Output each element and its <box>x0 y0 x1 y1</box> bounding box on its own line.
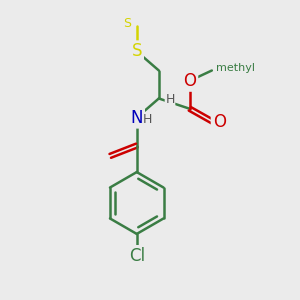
Text: S: S <box>124 17 131 30</box>
Text: H: H <box>165 93 175 106</box>
Text: methyl: methyl <box>216 63 255 73</box>
Text: Cl: Cl <box>129 247 145 265</box>
Text: H: H <box>143 112 153 126</box>
Text: S: S <box>131 42 142 60</box>
Text: O: O <box>183 72 196 90</box>
Text: O: O <box>213 113 226 131</box>
Text: N: N <box>130 109 143 127</box>
